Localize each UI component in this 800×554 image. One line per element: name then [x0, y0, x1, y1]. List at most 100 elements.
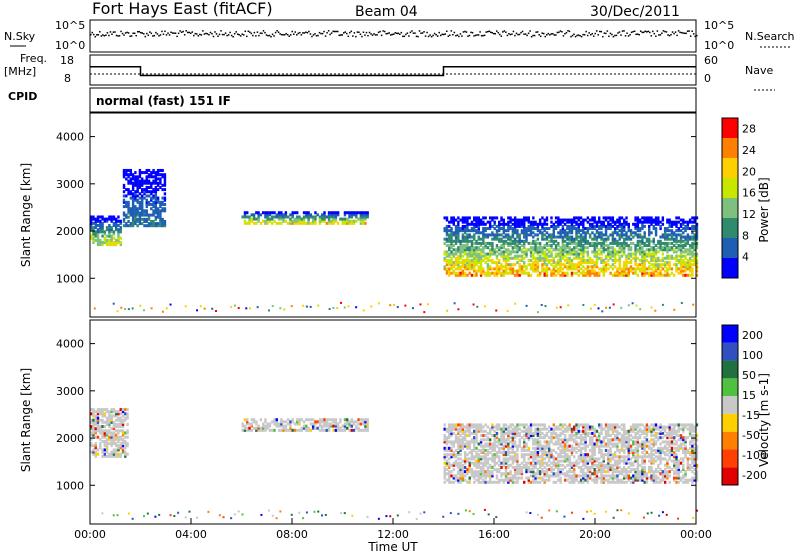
- heatmap-cell: [616, 258, 619, 262]
- heatmap-cell: [119, 230, 122, 234]
- heatmap-cell: [545, 248, 549, 252]
- noise-point: [377, 31, 380, 34]
- heatmap-cell: [127, 205, 130, 209]
- colorbar-frame: [721, 117, 739, 279]
- heatmap-cell: [563, 434, 567, 438]
- heatmap-cell: [595, 470, 599, 474]
- heatmap-cell: [561, 250, 565, 254]
- heatmap-cell: [529, 224, 533, 228]
- heatmap-cell: [498, 224, 501, 228]
- heatmap-cell: [491, 446, 494, 450]
- heatmap-cell: [554, 220, 558, 224]
- heatmap-cell: [520, 224, 524, 228]
- heatmap-cell: [598, 227, 601, 231]
- heatmap-cell: [600, 429, 603, 433]
- heatmap-cell: [502, 423, 505, 427]
- heatmap-cell: [654, 233, 658, 237]
- noise-point: [671, 31, 674, 33]
- noise-point: [579, 34, 581, 37]
- heatmap-cell: [468, 250, 471, 254]
- heatmap-cell: [538, 431, 542, 435]
- heatmap-cell: [127, 168, 130, 172]
- heatmap-cell: [461, 436, 465, 440]
- heatmap-cell: [534, 478, 537, 482]
- heatmap-cell: [307, 217, 310, 221]
- heatmap-cell: [641, 241, 644, 245]
- heatmap-cell: [136, 207, 139, 211]
- heatmap-cell: [591, 224, 594, 228]
- heatmap-cell: [498, 455, 501, 459]
- heatmap-cell: [477, 269, 480, 273]
- heatmap-cell: [648, 241, 651, 245]
- heatmap-cell: [126, 442, 129, 446]
- heatmap-cell: [559, 222, 562, 226]
- heatmap-cell: [538, 229, 542, 233]
- heatmap-cell: [559, 448, 562, 452]
- heatmap-cell: [138, 168, 142, 172]
- heatmap-cell: [525, 444, 528, 448]
- heatmap-cell: [654, 252, 658, 256]
- noise-point: [438, 31, 440, 34]
- heatmap-cell: [550, 461, 553, 465]
- heatmap-cell: [498, 258, 501, 262]
- heatmap-cell: [529, 480, 533, 484]
- heatmap-cell: [534, 446, 537, 450]
- heatmap-cell: [602, 258, 605, 262]
- heatmap-cell: [463, 429, 467, 433]
- heatmap-cell: [486, 258, 490, 262]
- heatmap-cell: [488, 470, 492, 474]
- heatmap-cell: [563, 222, 567, 226]
- heatmap-cell: [470, 455, 474, 459]
- heatmap-cell: [500, 465, 503, 469]
- heatmap-cell: [500, 474, 503, 478]
- heatmap-cell: [561, 244, 565, 248]
- heatmap-cell: [92, 450, 95, 454]
- heatmap-cell: [252, 217, 256, 221]
- heatmap-cell: [450, 427, 453, 431]
- heatmap-cell: [361, 418, 365, 422]
- heatmap-cell: [602, 250, 605, 254]
- heatmap-cell: [495, 423, 499, 427]
- heatmap-cell: [509, 271, 512, 275]
- heatmap-cell: [534, 431, 537, 435]
- heatmap-cell: [121, 448, 125, 452]
- heatmap-cell: [466, 273, 469, 277]
- heatmap-cell: [550, 273, 553, 277]
- heatmap-cell: [452, 480, 455, 484]
- heatmap-cell: [454, 436, 458, 440]
- heatmap-cell: [94, 454, 97, 458]
- heatmap-cell: [682, 246, 685, 250]
- heatmap-cell: [105, 442, 109, 446]
- heatmap-cell: [143, 211, 146, 215]
- heatmap-cell: [502, 472, 505, 476]
- heatmap-cell: [145, 181, 148, 185]
- heatmap-cell: [670, 231, 674, 235]
- heatmap-cell: [321, 424, 324, 428]
- heatmap-cell: [666, 250, 669, 254]
- heatmap-cell: [548, 457, 551, 461]
- heatmap-cell: [450, 239, 453, 243]
- heatmap-cell: [491, 252, 494, 256]
- heatmap-cell: [99, 230, 102, 234]
- heatmap-cell: [150, 213, 153, 217]
- heatmap-cell: [548, 429, 551, 433]
- heatmap-cell: [668, 218, 671, 222]
- heatmap-cell: [625, 254, 628, 258]
- heatmap-cell: [563, 436, 567, 440]
- heatmap-cell: [502, 241, 505, 245]
- heatmap-cell: [445, 254, 449, 258]
- heatmap-cell: [134, 196, 137, 200]
- heatmap-cell: [143, 213, 146, 217]
- heatmap-cell: [557, 434, 560, 438]
- heatmap-cell: [129, 211, 133, 215]
- heatmap-cell: [450, 265, 453, 269]
- noise-point: [285, 32, 287, 35]
- heatmap-cell: [573, 218, 576, 222]
- heatmap-cell: [483, 305, 486, 308]
- heatmap-cell: [557, 263, 560, 267]
- heatmap-cell: [479, 258, 483, 262]
- heatmap-cell: [103, 240, 107, 244]
- heatmap-cell: [629, 231, 633, 235]
- heatmap-cell: [600, 256, 603, 260]
- heatmap-cell: [450, 261, 453, 265]
